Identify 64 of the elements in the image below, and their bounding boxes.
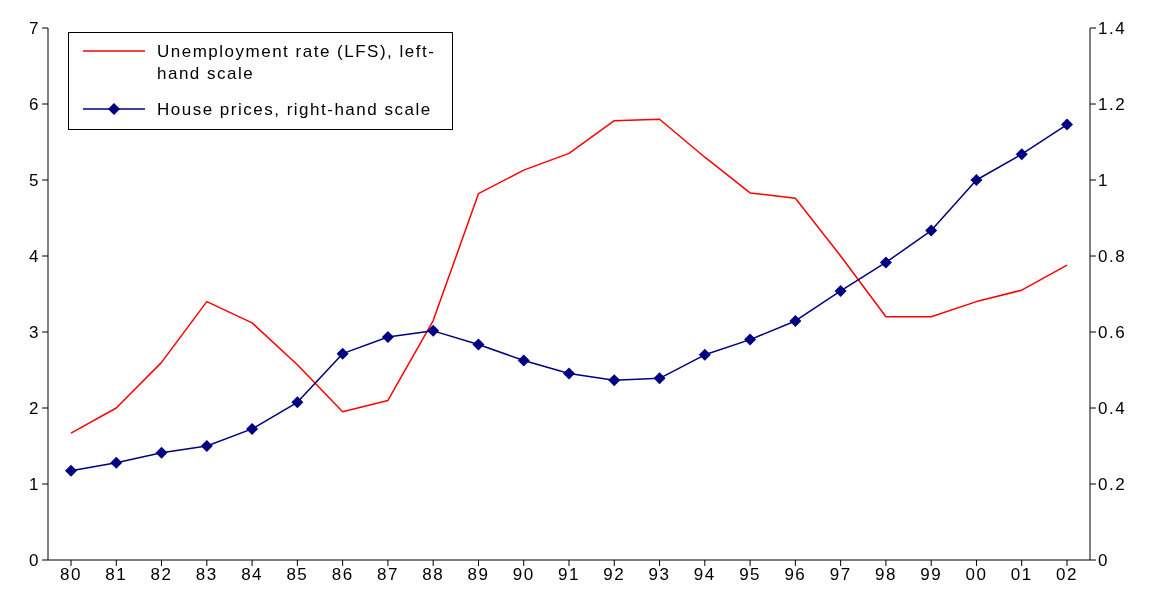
x-tick-label: 87 — [376, 565, 399, 585]
y2-tick-label: 1 — [1098, 171, 1109, 191]
x-tick-label: 99 — [920, 565, 943, 585]
point — [155, 446, 168, 459]
point — [336, 347, 349, 360]
y-tick-label: 3 — [29, 323, 40, 343]
y2-tick-label: 0.4 — [1098, 399, 1127, 419]
y-tick-label: 7 — [29, 19, 40, 39]
point — [65, 464, 77, 477]
point — [110, 456, 123, 469]
legend-label: House prices, right-hand scale — [157, 99, 433, 121]
point — [291, 396, 304, 409]
x-tick-label: 84 — [241, 565, 264, 585]
x-tick-label: 02 — [1056, 565, 1078, 585]
y2-tick-label: 1.2 — [1098, 95, 1127, 115]
point — [789, 314, 802, 327]
point — [970, 174, 983, 186]
point — [879, 256, 892, 269]
x-tick-label: 98 — [874, 565, 897, 585]
y-tick-label: 1 — [29, 475, 40, 495]
x-tick-label: 81 — [105, 565, 128, 585]
point — [200, 440, 213, 452]
y-tick-label: 0 — [29, 551, 40, 571]
y-tick-label: 6 — [29, 95, 40, 115]
x-tick-label: 88 — [422, 565, 445, 585]
x-tick-label: 86 — [331, 565, 354, 585]
x-tick-label: 93 — [648, 565, 671, 585]
x-tick-label: 83 — [195, 565, 218, 585]
x-tick-label: 96 — [784, 565, 807, 585]
point — [381, 330, 394, 343]
x-tick-label: 82 — [150, 565, 173, 585]
x-tick-label: 00 — [965, 565, 988, 585]
point — [563, 367, 575, 380]
y-tick-label: 2 — [29, 399, 40, 419]
y-tick-label: 4 — [29, 247, 40, 267]
point — [1061, 118, 1073, 131]
y2-tick-label: 0 — [1098, 551, 1109, 571]
x-tick-label: 91 — [558, 565, 580, 585]
point — [608, 374, 621, 387]
point — [925, 224, 938, 237]
point — [653, 372, 666, 385]
point — [427, 324, 440, 337]
y2-tick-label: 0.2 — [1098, 475, 1127, 495]
point — [517, 354, 530, 367]
x-tick-label: 90 — [512, 565, 535, 585]
point — [1015, 148, 1028, 161]
x-tick-label: 89 — [467, 565, 490, 585]
point — [834, 284, 847, 297]
y2-tick-label: 0.6 — [1098, 323, 1127, 343]
x-tick-label: 80 — [60, 565, 82, 585]
x-tick-label: 95 — [739, 565, 762, 585]
point — [698, 348, 711, 361]
x-tick-label: 97 — [829, 565, 852, 585]
y-tick-label: 5 — [29, 171, 40, 191]
x-tick-label: 85 — [286, 565, 309, 585]
x-tick-label: 01 — [1010, 565, 1033, 585]
point — [472, 338, 485, 351]
point — [246, 422, 259, 435]
y2-tick-label: 0.8 — [1098, 247, 1127, 267]
x-tick-label: 94 — [693, 565, 716, 585]
legend-label: Unemployment rate (LFS), left-hand scale — [157, 41, 437, 85]
y2-tick-label: 1.4 — [1098, 19, 1127, 39]
point — [744, 333, 757, 346]
x-tick-label: 92 — [603, 565, 626, 585]
